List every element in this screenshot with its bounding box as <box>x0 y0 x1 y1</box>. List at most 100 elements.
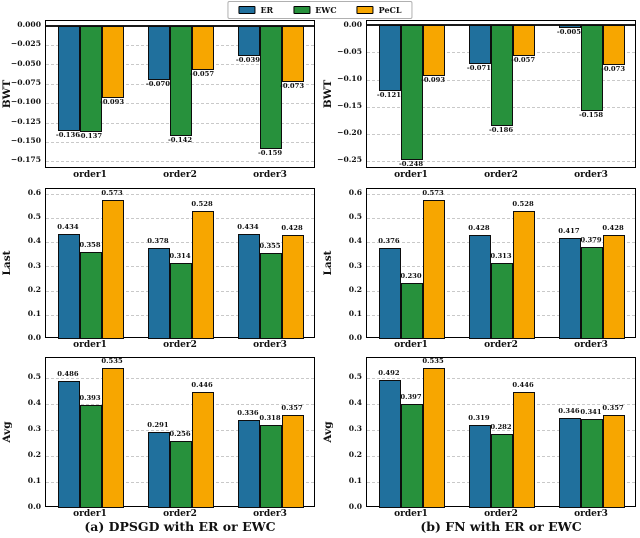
bar-er-order2 <box>147 432 170 508</box>
bar-pecl-order1 <box>423 25 446 76</box>
grid-line <box>367 377 635 379</box>
bar-ewc-order2 <box>490 434 514 508</box>
bar-value-label: 0.230 <box>400 272 422 281</box>
y-tick-label: 0.000 <box>17 19 41 29</box>
bar-er-order1 <box>57 25 80 132</box>
bar-er-order1 <box>378 379 401 508</box>
x-tick-label-order2: order2 <box>484 509 518 519</box>
y-tick-label: 0.5 <box>27 212 41 222</box>
grid-line <box>367 429 635 431</box>
bar-value-label: -0.005 <box>556 28 581 37</box>
bar-value-label: 0.256 <box>169 430 191 439</box>
bar-er-order2 <box>468 25 491 64</box>
legend-item-label: ER <box>260 5 274 15</box>
y-tick-label: 0.3 <box>27 423 41 433</box>
bar-value-label: -0.093 <box>99 97 125 106</box>
bar-er-order2 <box>147 247 170 339</box>
grid-line <box>367 403 635 405</box>
bar-pecl-order3 <box>603 414 626 508</box>
y-tick-label: 0.00 <box>343 19 363 29</box>
bar-ewc-order1 <box>400 25 424 160</box>
bar-value-label: 0.535 <box>422 357 444 366</box>
bar-ewc-order2 <box>169 441 193 508</box>
bar-value-label: 0.319 <box>468 413 490 422</box>
y-tick-label: 0.1 <box>27 309 41 318</box>
bar-pecl-order3 <box>603 25 626 65</box>
x-tick-label-order2: order2 <box>484 340 518 350</box>
x-tick-label-order2: order2 <box>484 170 518 180</box>
y-tick-label: 0.4 <box>348 397 362 407</box>
y-tick-label: −0.15 <box>337 100 362 110</box>
bar-value-label: -0.057 <box>510 56 536 65</box>
bar-ewc-order1 <box>400 283 424 339</box>
bar-value-label: -0.186 <box>488 126 514 135</box>
bar-value-label: 0.434 <box>57 223 79 231</box>
y-tick-label: −0.125 <box>10 116 41 126</box>
x-tick-label-order3: order3 <box>253 340 287 350</box>
bar-value-label: -0.137 <box>77 131 103 140</box>
y-tick-label: −0.150 <box>10 136 41 146</box>
y-tick-label: −0.05 <box>337 46 362 56</box>
bar-value-label: 0.446 <box>512 380 534 389</box>
y-axis-label-last-fn: Last <box>321 250 334 276</box>
bar-ewc-order3 <box>259 253 283 339</box>
bar-pecl-order1 <box>102 200 125 339</box>
bar-value-label: -0.070 <box>145 79 170 88</box>
y-tick-label: 0.3 <box>348 260 362 270</box>
y-tick-label: −0.025 <box>10 39 41 49</box>
bar-value-label: -0.071 <box>466 63 491 72</box>
bar-er-order1 <box>57 234 80 339</box>
bar-value-label: 0.282 <box>490 423 512 432</box>
legend-item-er: ER <box>238 6 273 14</box>
plot-area-last-fn <box>366 188 636 339</box>
grid-line <box>46 377 314 379</box>
y-tick-label: 0.4 <box>27 236 41 246</box>
bar-value-label: 0.486 <box>57 370 79 379</box>
y-tick-label: 0.0 <box>348 502 362 512</box>
y-tick-label: 0.1 <box>348 476 362 486</box>
grid-line <box>46 193 314 195</box>
bar-ewc-order2 <box>490 25 514 127</box>
bar-er-order3 <box>558 238 581 339</box>
grid-line <box>367 218 635 220</box>
bar-value-label: 0.492 <box>378 368 400 377</box>
bar-ewc-order1 <box>79 252 103 339</box>
y-tick-label: 0.6 <box>27 188 41 198</box>
bar-value-label: 0.535 <box>101 357 123 366</box>
bar-er-order2 <box>468 424 491 508</box>
y-tick-label: 0.4 <box>348 236 362 246</box>
bar-value-label: -0.158 <box>578 110 604 119</box>
bar-value-label: -0.136 <box>55 131 80 140</box>
legend-item-label: EWC <box>315 5 337 15</box>
y-tick-label: 0.3 <box>348 423 362 433</box>
bar-value-label: 0.376 <box>378 237 400 246</box>
y-tick-label: −0.20 <box>337 127 362 137</box>
bar-ewc-order1 <box>400 404 424 508</box>
x-tick-label-order1: order1 <box>73 509 107 519</box>
plot-area-avg-dpsgd <box>45 357 315 508</box>
bar-ewc-order1 <box>79 405 103 508</box>
bar-ewc-order3 <box>259 425 283 508</box>
x-tick-label-order1: order1 <box>73 170 107 180</box>
bar-value-label: 0.378 <box>147 236 169 245</box>
bar-value-label: 0.318 <box>259 414 281 423</box>
bar-er-order2 <box>147 25 170 80</box>
bar-pecl-order3 <box>603 235 626 339</box>
bar-value-label: 0.428 <box>602 224 624 233</box>
bar-ewc-order3 <box>580 247 604 339</box>
bar-ewc-order3 <box>580 25 604 111</box>
grid-line <box>367 242 635 244</box>
bar-value-label: 0.428 <box>281 224 303 233</box>
y-tick-label: 0.2 <box>348 450 362 460</box>
bar-value-label: 0.528 <box>512 200 534 209</box>
bar-value-label: 0.341 <box>580 408 602 417</box>
y-axis-label-bwt-fn: BWT <box>321 79 334 109</box>
caption-b: (b) FN with ER or EWC <box>420 519 582 534</box>
x-tick-label-order3: order3 <box>253 170 287 180</box>
y-tick-label: 0.2 <box>348 284 362 294</box>
legend-swatch-pecl <box>356 6 374 14</box>
y-tick-label: −0.050 <box>10 58 41 68</box>
plot-area-last-dpsgd <box>45 188 315 339</box>
bar-pecl-order2 <box>513 211 536 339</box>
plot-area-bwt-dpsgd <box>45 20 315 168</box>
